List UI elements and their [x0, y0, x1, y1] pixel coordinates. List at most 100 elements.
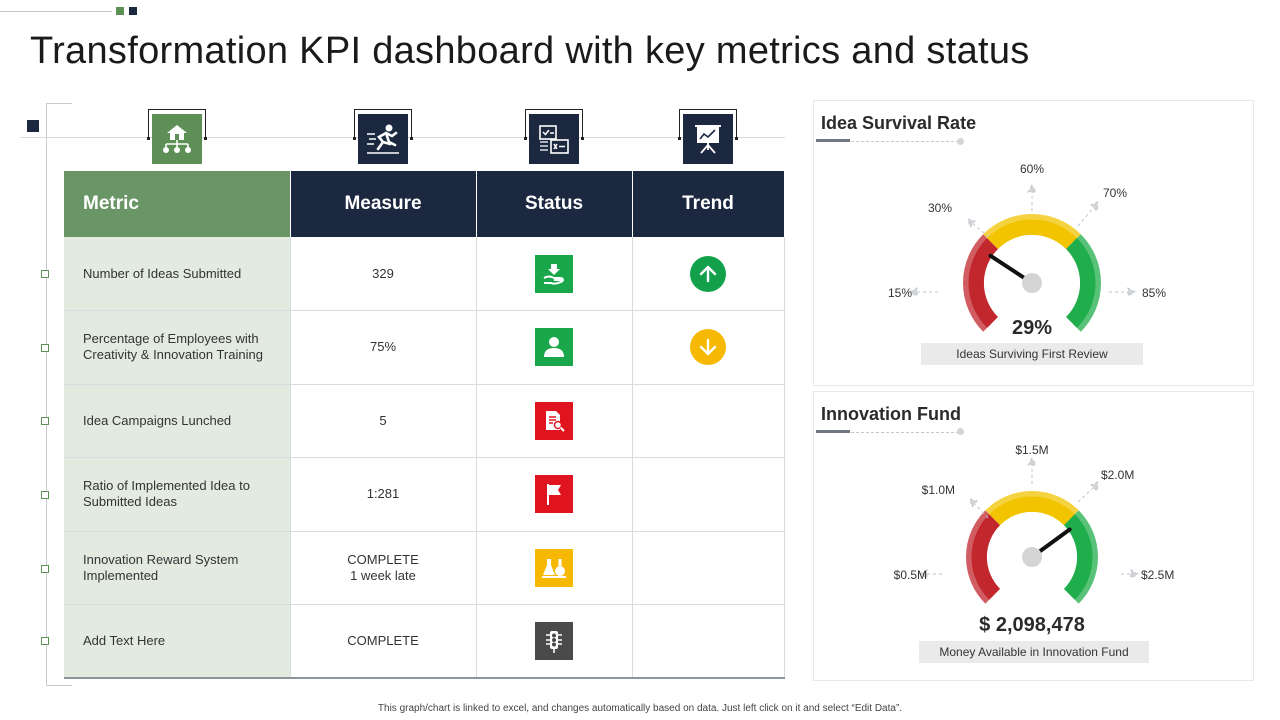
- idea-survival-title: Idea Survival Rate: [821, 113, 977, 133]
- header-trend: Trend: [632, 171, 785, 237]
- gauge-segment-green: [1065, 238, 1096, 328]
- left-rail: [46, 103, 72, 686]
- page-title: Transformation KPI dashboard with key me…: [30, 30, 1030, 72]
- trend-cell-empty: [632, 604, 785, 679]
- top-decor-line: [0, 11, 112, 12]
- table-row: Percentage of Employees with Creativity …: [64, 310, 785, 385]
- icon-frame: [353, 109, 413, 140]
- measure-cell: 329: [290, 237, 477, 311]
- metric-cell: Add Text Here: [64, 604, 291, 679]
- icon-frame: [147, 109, 207, 140]
- table-row: Idea Campaigns Lunched 5: [64, 384, 785, 458]
- measure-value: 329: [372, 265, 394, 281]
- table-row: Ratio of Implemented Idea to Submitted I…: [64, 457, 785, 532]
- innovation-fund-gauge: $0.5M $1.0M $1.5M $2.0M $2.5M: [894, 443, 1174, 604]
- kpi-table: Metric Measure Status Trend Number of Id…: [64, 171, 785, 679]
- title-underline-accent: [816, 139, 850, 142]
- measure-value: COMPLETE: [347, 633, 419, 648]
- runner-icon: [358, 114, 408, 164]
- row-marker: [41, 344, 49, 352]
- left-rail-bullet: [27, 120, 39, 132]
- measure-cell: COMPLETE: [290, 604, 477, 679]
- title-underline-dot: [957, 138, 964, 145]
- presentation-board-icon: [683, 114, 733, 164]
- innovation-fund-value: $ 2,098,478: [979, 614, 1085, 636]
- user-icon: [535, 328, 573, 367]
- innovation-fund-caption: Money Available in Innovation Fund: [919, 641, 1149, 663]
- table-row: Number of Ideas Submitted 329: [64, 237, 785, 311]
- metric-cell: Idea Campaigns Lunched: [64, 384, 291, 458]
- measure-value: 75%: [369, 339, 397, 355]
- metric-cell: Ratio of Implemented Idea to Submitted I…: [64, 457, 291, 532]
- gauge-segment-red: [968, 238, 999, 328]
- status-cell: [476, 310, 633, 385]
- metric-cell: Percentage of Employees with Creativity …: [64, 310, 291, 385]
- gauge-tick-label: 30%: [928, 201, 952, 215]
- up-arrow-icon: [690, 255, 726, 292]
- status-cell: [476, 457, 633, 532]
- measure-value: COMPLETE 1 week late: [347, 551, 419, 583]
- top-decor-square-navy: [129, 7, 137, 15]
- down-arrow-icon: [690, 329, 726, 366]
- title-underline-dot: [957, 428, 964, 435]
- row-marker: [41, 417, 49, 425]
- trend-cell-empty: [632, 531, 785, 605]
- flag-icon: [535, 475, 573, 514]
- traffic-light-icon: [535, 622, 573, 660]
- idea-survival-caption: Ideas Surviving First Review: [921, 343, 1143, 365]
- gauge-segment-yellow: [987, 219, 1077, 250]
- row-marker: [41, 270, 49, 278]
- metric-cell: Innovation Reward System Implemented: [64, 531, 291, 605]
- gauge-tick-label: $1.5M: [1015, 443, 1048, 457]
- icon-frame: [678, 109, 738, 140]
- gauge-tick-label: 70%: [1103, 186, 1127, 200]
- measure-cell: 1:281: [290, 457, 477, 532]
- gauge-tick-label: 15%: [888, 286, 912, 300]
- innovation-fund-title: Innovation Fund: [821, 404, 961, 424]
- table-row: Innovation Reward System Implemented COM…: [64, 531, 785, 605]
- row-marker: [41, 565, 49, 573]
- header-status: Status: [476, 171, 633, 237]
- title-underline-accent: [816, 430, 850, 433]
- org-chart-house-icon: [152, 114, 202, 164]
- gauge-tick-label: $0.5M: [894, 568, 927, 582]
- table-row: Add Text Here COMPLETE: [64, 604, 785, 679]
- status-cell: [476, 604, 633, 679]
- header-measure: Measure: [290, 171, 477, 237]
- icon-frame: [524, 109, 584, 140]
- gauge-segment-green: [1063, 514, 1093, 600]
- idea-survival-value: 29%: [1011, 317, 1053, 339]
- top-decor-square-green: [116, 7, 124, 15]
- row-marker: [41, 491, 49, 499]
- trend-cell: [632, 237, 785, 311]
- gauge-tick-label: 85%: [1142, 286, 1166, 300]
- idea-survival-gauge: 15% 30% 60% 70% 85%: [888, 162, 1166, 332]
- gauge-hub: [1022, 273, 1042, 293]
- gauge-hub: [1022, 547, 1042, 567]
- gauge-segment-yellow: [989, 496, 1075, 526]
- gauge-tick-label: $1.0M: [922, 483, 955, 497]
- status-cell: [476, 384, 633, 458]
- innovation-fund-card: Innovation Fund $0.5M $1.0M $1.5M $2.0M …: [813, 391, 1254, 681]
- trend-cell: [632, 310, 785, 385]
- status-cell: [476, 237, 633, 311]
- checklist-icon: [529, 114, 579, 164]
- lab-flask-icon: [535, 548, 573, 587]
- gauge-tick-label: $2.5M: [1141, 568, 1174, 582]
- title-underline: [816, 432, 964, 433]
- gauge-tick-label: $2.0M: [1101, 468, 1134, 482]
- gauge-segment-red: [971, 514, 1001, 600]
- measure-cell: 75%: [290, 310, 477, 385]
- title-underline: [816, 141, 964, 142]
- row-marker: [41, 637, 49, 645]
- metric-cell: Number of Ideas Submitted: [64, 237, 291, 311]
- document-search-icon: [535, 401, 573, 440]
- header-metric: Metric: [64, 171, 291, 237]
- status-cell: [476, 531, 633, 605]
- trend-cell-empty: [632, 384, 785, 458]
- gauge-tick-label: 60%: [1020, 162, 1044, 176]
- trend-cell-empty: [632, 457, 785, 532]
- measure-cell: COMPLETE 1 week late: [290, 531, 477, 605]
- idea-survival-card: Idea Survival Rate 15% 30% 60% 70% 85% 2…: [813, 100, 1254, 386]
- handshake-icon: [535, 254, 573, 293]
